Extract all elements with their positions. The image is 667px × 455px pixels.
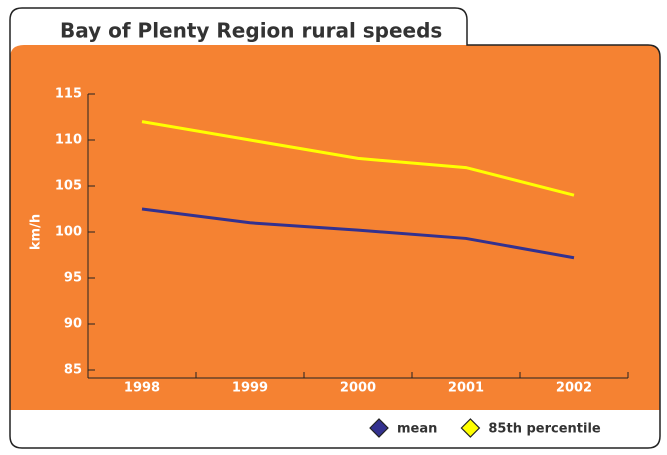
x-tick-label: 1999: [232, 381, 268, 396]
x-tick-label: 2001: [448, 381, 484, 396]
y-tick-label: 105: [55, 179, 82, 194]
x-tick-label: 1998: [124, 381, 160, 396]
legend-marker: [369, 418, 389, 438]
chart-title: Bay of Plenty Region rural speeds: [60, 19, 442, 43]
x-tick-label: 2000: [340, 381, 376, 396]
series-line: [141, 207, 575, 260]
y-tick-label: 100: [55, 225, 82, 240]
y-tick-label: 85: [64, 363, 82, 378]
y-tick-label: 90: [64, 317, 82, 332]
legend-marker: [460, 418, 481, 438]
y-axis-label: km/h: [29, 214, 44, 250]
y-tick-label: 110: [55, 133, 82, 148]
frame: [9, 7, 661, 449]
x-tick-label: 2002: [556, 381, 592, 396]
y-tick-label: 95: [64, 271, 82, 286]
series-line: [141, 120, 575, 197]
legend-label: mean: [397, 422, 437, 437]
legend-label: 85th percentile: [488, 422, 601, 437]
y-tick-label: 115: [55, 87, 82, 102]
